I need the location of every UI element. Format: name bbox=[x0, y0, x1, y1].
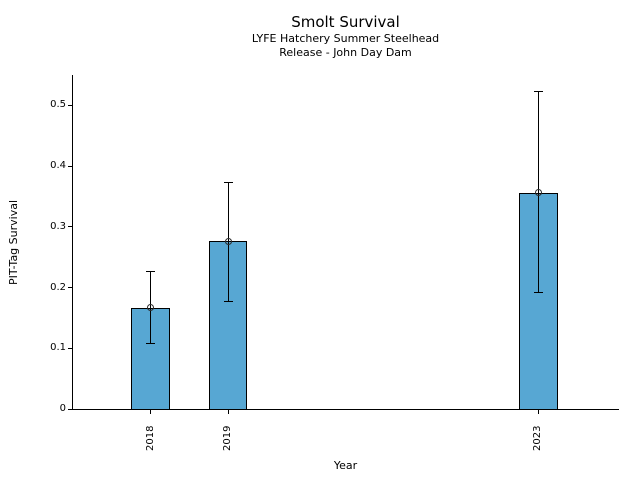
data-point-marker bbox=[224, 237, 232, 245]
error-bar-cap-bottom bbox=[146, 343, 156, 345]
y-tick-mark bbox=[68, 408, 72, 410]
y-tick-label: 0.3 bbox=[50, 220, 66, 232]
x-tick-mark bbox=[227, 410, 229, 414]
x-tick-mark bbox=[150, 410, 152, 414]
y-tick-mark bbox=[68, 287, 72, 289]
y-tick-label: 0.4 bbox=[50, 160, 66, 172]
y-tick-mark bbox=[68, 104, 72, 106]
error-bar-cap-top bbox=[146, 271, 156, 273]
y-tick-label: 0.1 bbox=[50, 342, 66, 354]
y-tick-label: 0.5 bbox=[50, 99, 66, 111]
x-tick-label: 2023 bbox=[532, 425, 544, 451]
data-point-marker bbox=[147, 304, 155, 312]
error-bar-cap-bottom bbox=[533, 291, 543, 293]
x-axis-label: Year bbox=[333, 459, 358, 472]
y-tick-label: 0 bbox=[59, 403, 66, 414]
y-axis-spine bbox=[72, 75, 73, 410]
y-tick-mark bbox=[68, 347, 72, 349]
y-tick-mark bbox=[68, 226, 72, 228]
x-tick-label: 2018 bbox=[144, 425, 156, 451]
x-tick-label: 2019 bbox=[222, 425, 234, 451]
error-bar-cap-top bbox=[533, 90, 543, 92]
y-tick-mark bbox=[68, 165, 72, 167]
chart-subtitle-1: LYFE Hatchery Summer Steelhead bbox=[251, 32, 440, 45]
x-axis-spine bbox=[72, 409, 619, 410]
error-bar-cap-bottom bbox=[223, 300, 233, 302]
error-bar-cap-top bbox=[223, 182, 233, 184]
chart-subtitle-2: Release - John Day Dam bbox=[279, 46, 412, 59]
y-axis-label: PIT-Tag Survival bbox=[7, 200, 20, 286]
chart-title: Smolt Survival bbox=[291, 13, 400, 31]
y-tick-label: 0.2 bbox=[50, 281, 66, 293]
data-point-marker bbox=[534, 189, 542, 197]
x-tick-mark bbox=[537, 410, 539, 414]
